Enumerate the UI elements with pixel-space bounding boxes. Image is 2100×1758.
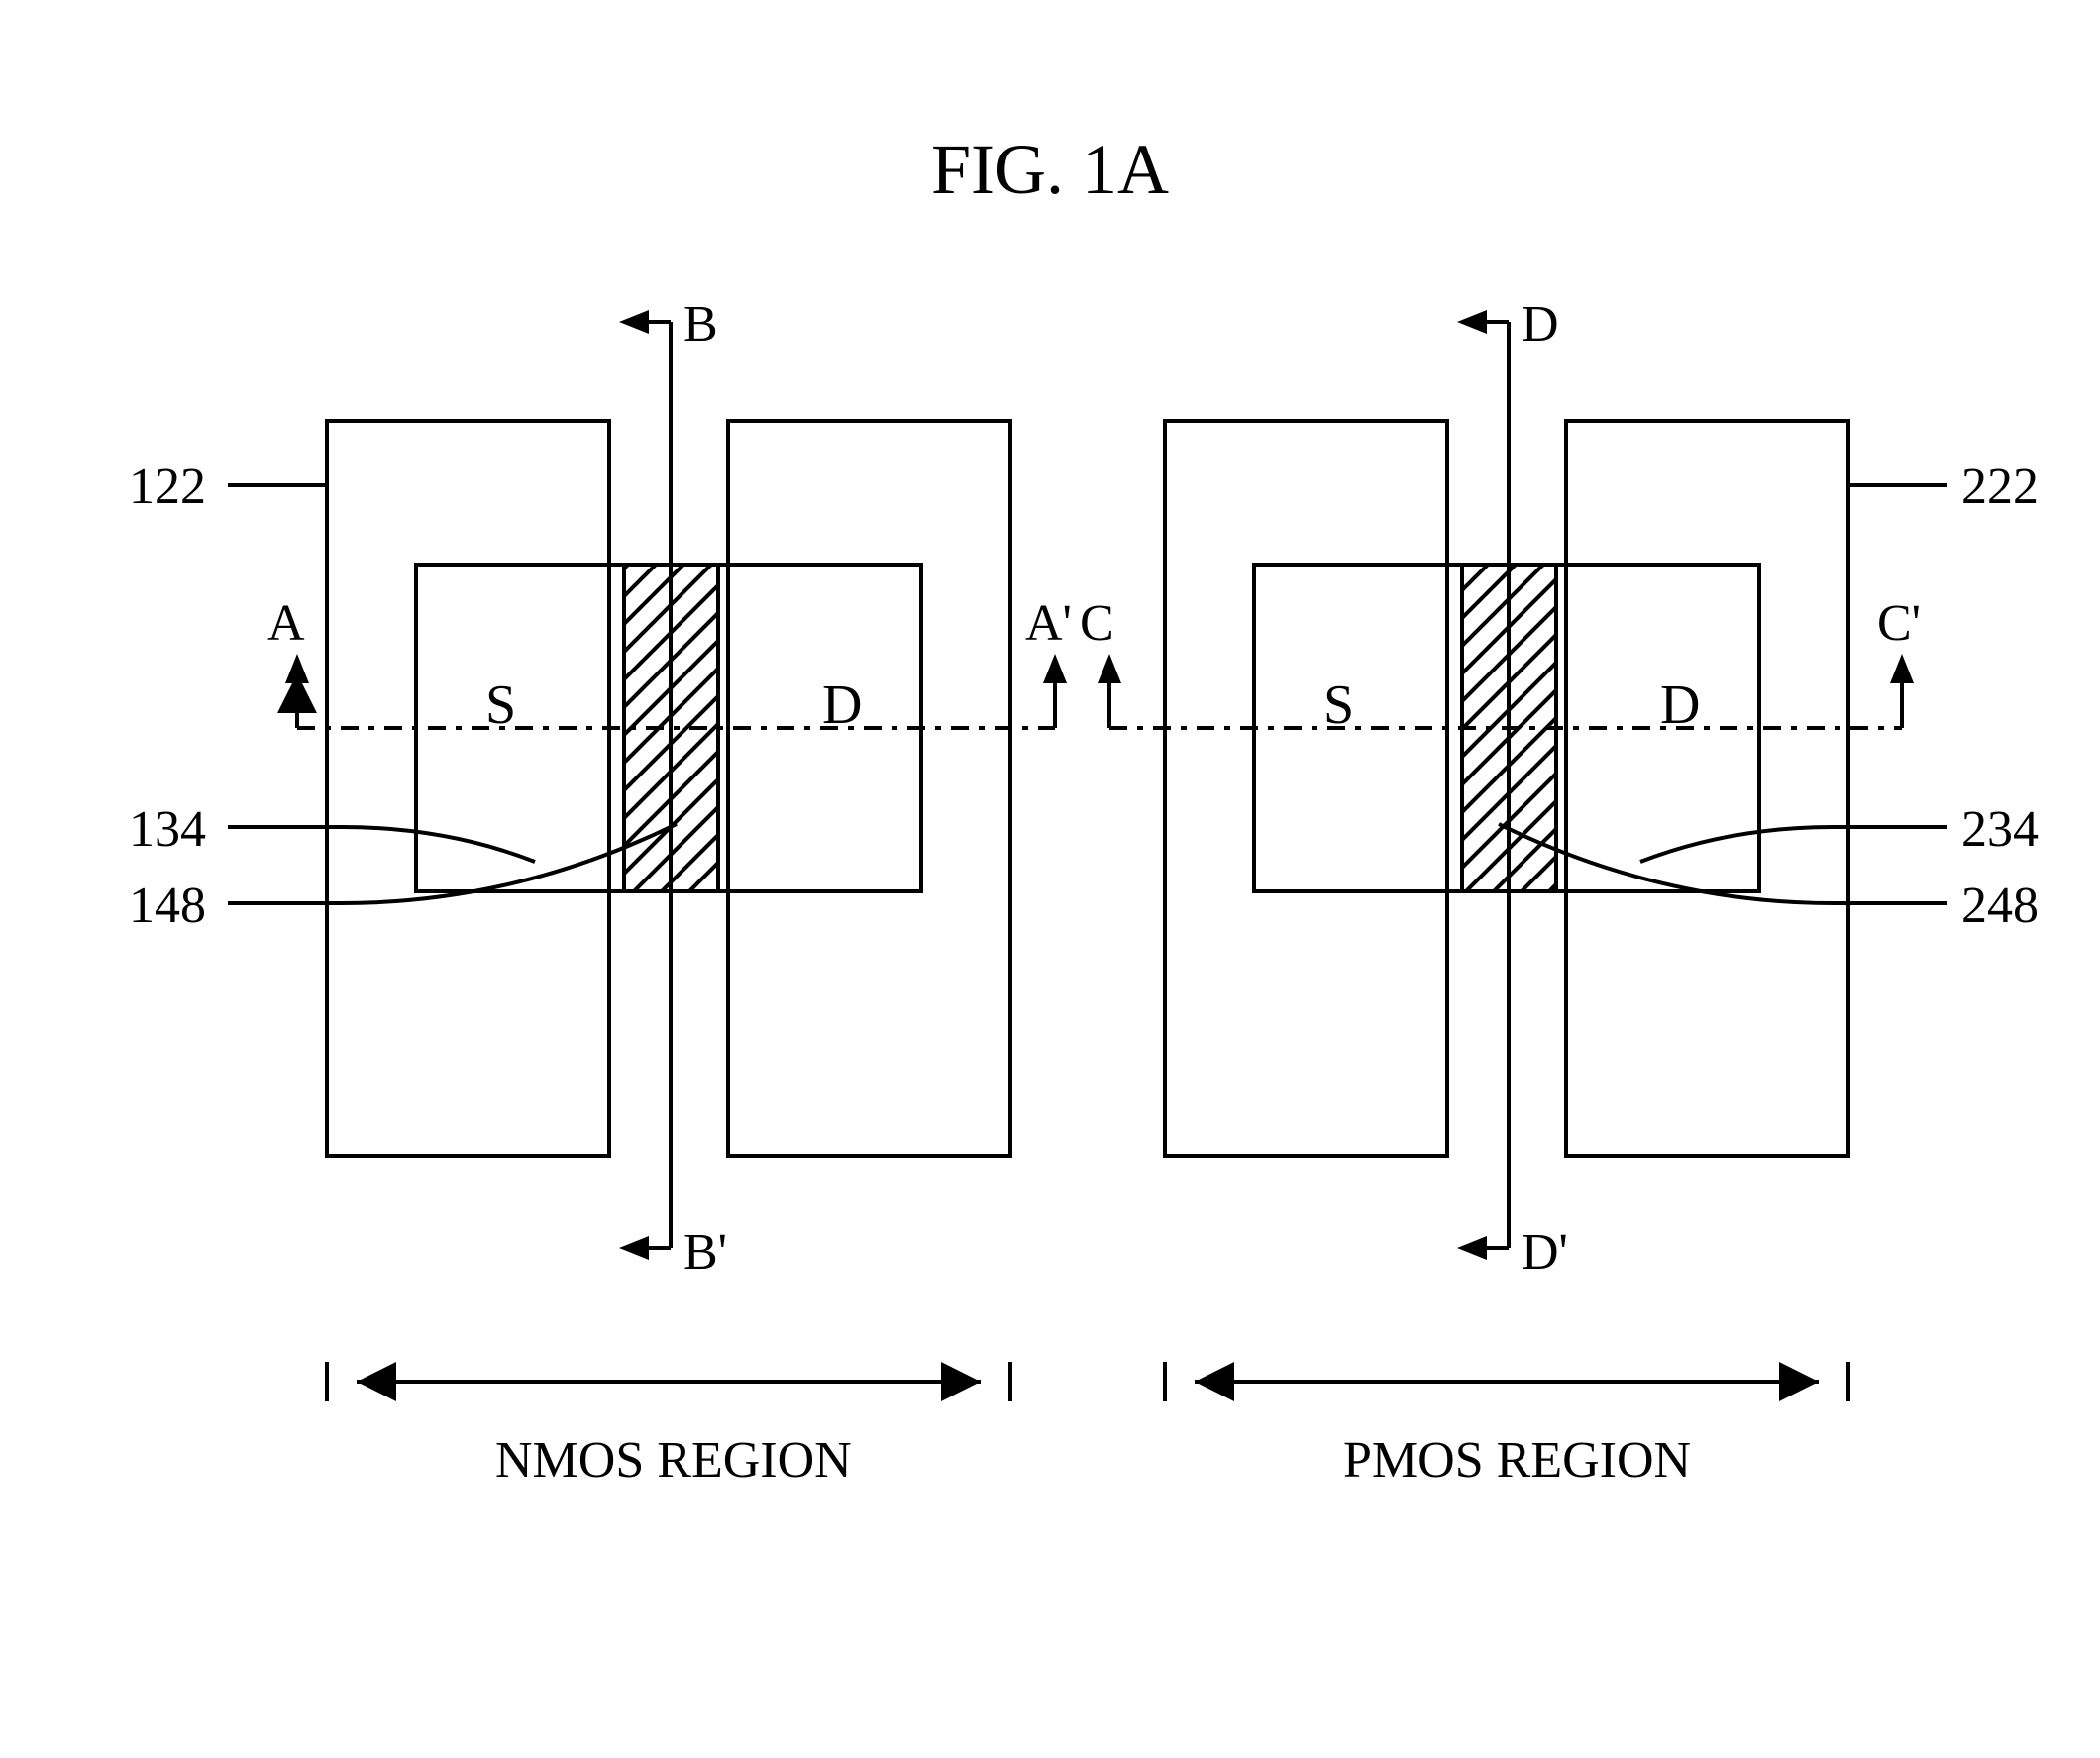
- section-label-c: C: [1080, 594, 1114, 653]
- ref-248: 248: [1961, 877, 2039, 935]
- section-label-b: B: [683, 295, 718, 354]
- ref-122: 122: [129, 458, 206, 516]
- nmos-region-label: NMOS REGION: [495, 1431, 852, 1490]
- section-label-a: A: [267, 594, 305, 653]
- pmos-source-label: S: [1323, 673, 1354, 737]
- ref-222: 222: [1961, 458, 2039, 516]
- nmos-bracket: [327, 1362, 1010, 1401]
- nmos-source-label: S: [485, 673, 516, 737]
- ref-134: 134: [129, 800, 206, 859]
- pmos-drain-label: D: [1660, 673, 1700, 737]
- section-label-b-prime: B': [683, 1223, 727, 1282]
- ref-234: 234: [1961, 800, 2039, 859]
- section-label-a-prime: A': [1025, 594, 1072, 653]
- nmos-region: [327, 421, 1010, 1156]
- ref-148: 148: [129, 877, 206, 935]
- pmos-leaders: [1499, 485, 1947, 903]
- section-label-d: D: [1522, 295, 1559, 354]
- figure-title: FIG. 1A: [931, 129, 1169, 211]
- section-label-c-prime: C': [1877, 594, 1921, 653]
- nmos-drain-label: D: [822, 673, 862, 737]
- diagram-svg: [0, 0, 2100, 1758]
- section-label-d-prime: D': [1522, 1223, 1568, 1282]
- pmos-region-label: PMOS REGION: [1343, 1431, 1691, 1490]
- pmos-bracket: [1165, 1362, 1848, 1401]
- pmos-region: [1165, 421, 1848, 1156]
- nmos-leaders: [228, 485, 677, 903]
